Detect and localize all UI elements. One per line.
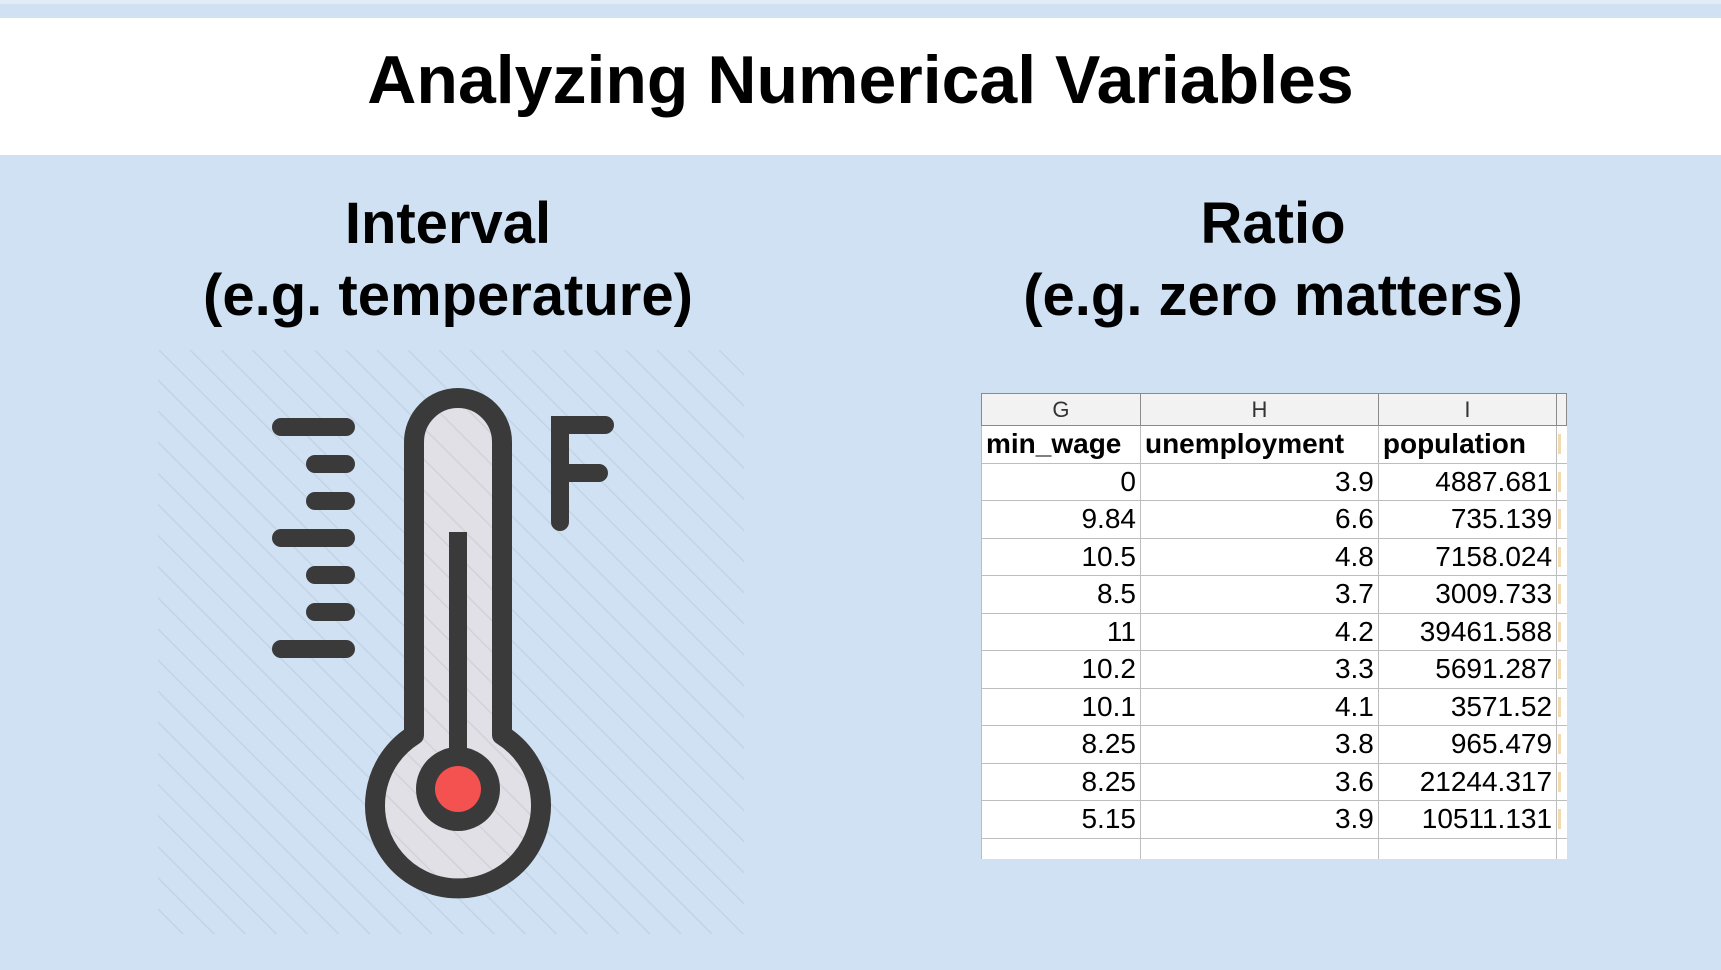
edge-cell bbox=[1556, 537, 1567, 576]
cell-population[interactable]: 965.479 bbox=[1377, 725, 1558, 764]
table-row: 10.5 4.8 7158.024 bbox=[981, 537, 1567, 576]
empty-cell bbox=[981, 837, 1141, 859]
edge-cell bbox=[1556, 800, 1567, 839]
cell-population[interactable]: 7158.024 bbox=[1377, 537, 1558, 576]
edge-cell bbox=[1556, 725, 1567, 764]
interval-subtitle: (e.g. temperature) bbox=[203, 263, 693, 328]
cell-min-wage[interactable]: 11 bbox=[981, 612, 1141, 651]
edge-cell bbox=[1556, 462, 1567, 501]
table-row: 11 4.2 39461.588 bbox=[981, 612, 1567, 651]
cell-min-wage[interactable]: 10.5 bbox=[981, 537, 1141, 576]
table-row: 9.84 6.6 735.139 bbox=[981, 500, 1567, 539]
edge-cell bbox=[1556, 575, 1567, 614]
header-min-wage[interactable]: min_wage bbox=[981, 425, 1141, 464]
cell-population[interactable]: 39461.588 bbox=[1377, 612, 1558, 651]
edge-cell bbox=[1556, 762, 1567, 801]
empty-cell bbox=[1556, 837, 1567, 859]
empty-cell bbox=[1139, 837, 1379, 859]
table-row: 10.1 4.1 3571.52 bbox=[981, 687, 1567, 726]
cell-unemployment[interactable]: 4.2 bbox=[1139, 612, 1379, 651]
top-strip bbox=[0, 0, 1721, 4]
edge-cell bbox=[1556, 425, 1567, 464]
ratio-subtitle: (e.g. zero matters) bbox=[1023, 263, 1523, 328]
thermometer-illustration bbox=[158, 350, 744, 934]
column-letter-i[interactable]: I bbox=[1377, 393, 1558, 426]
cell-unemployment[interactable]: 3.9 bbox=[1139, 462, 1379, 501]
header-population[interactable]: population bbox=[1377, 425, 1558, 464]
data-table: G H I min_wage unemployment population 0… bbox=[981, 393, 1567, 859]
cell-min-wage[interactable]: 9.84 bbox=[981, 500, 1141, 539]
table-row: 0 3.9 4887.681 bbox=[981, 462, 1567, 501]
interval-title: Interval bbox=[344, 191, 552, 256]
cell-unemployment[interactable]: 4.8 bbox=[1139, 537, 1379, 576]
cell-population[interactable]: 3009.733 bbox=[1377, 575, 1558, 614]
spreadsheet-excerpt: G H I min_wage unemployment population 0… bbox=[981, 393, 1567, 859]
cell-population[interactable]: 21244.317 bbox=[1377, 762, 1558, 801]
cell-min-wage[interactable]: 5.15 bbox=[981, 800, 1141, 839]
cell-min-wage[interactable]: 8.25 bbox=[981, 762, 1141, 801]
cell-population[interactable]: 735.139 bbox=[1377, 500, 1558, 539]
column-letter-row: G H I bbox=[981, 393, 1567, 426]
slide-title: Analyzing Numerical Variables bbox=[367, 42, 1354, 118]
cell-population[interactable]: 3571.52 bbox=[1377, 687, 1558, 726]
table-row: 8.25 3.8 965.479 bbox=[981, 725, 1567, 764]
header-row: min_wage unemployment population bbox=[981, 425, 1567, 464]
thermometer-fahrenheit-icon bbox=[158, 350, 744, 934]
cell-unemployment[interactable]: 3.7 bbox=[1139, 575, 1379, 614]
cell-unemployment[interactable]: 3.3 bbox=[1139, 650, 1379, 689]
cell-population[interactable]: 4887.681 bbox=[1377, 462, 1558, 501]
edge-cell bbox=[1556, 612, 1567, 651]
cell-unemployment[interactable]: 4.1 bbox=[1139, 687, 1379, 726]
cell-unemployment[interactable]: 6.6 bbox=[1139, 500, 1379, 539]
ratio-title: Ratio bbox=[1200, 191, 1346, 256]
cell-min-wage[interactable]: 8.25 bbox=[981, 725, 1141, 764]
table-row: 8.5 3.7 3009.733 bbox=[981, 575, 1567, 614]
fahrenheit-letter-icon bbox=[551, 416, 614, 531]
edge-cell bbox=[1556, 650, 1567, 689]
column-letter-next bbox=[1556, 393, 1567, 426]
cell-population[interactable]: 10511.131 bbox=[1377, 800, 1558, 839]
cell-unemployment[interactable]: 3.9 bbox=[1139, 800, 1379, 839]
table-row-partial bbox=[981, 837, 1567, 859]
table-row: 8.25 3.6 21244.317 bbox=[981, 762, 1567, 801]
cell-unemployment[interactable]: 3.8 bbox=[1139, 725, 1379, 764]
thermometer-outline bbox=[365, 388, 551, 899]
cell-min-wage[interactable]: 10.2 bbox=[981, 650, 1141, 689]
column-letter-g[interactable]: G bbox=[981, 393, 1141, 426]
cell-min-wage[interactable]: 10.1 bbox=[981, 687, 1141, 726]
column-letter-h[interactable]: H bbox=[1139, 393, 1379, 426]
table-row: 5.15 3.9 10511.131 bbox=[981, 800, 1567, 839]
edge-cell bbox=[1556, 500, 1567, 539]
cell-min-wage[interactable]: 0 bbox=[981, 462, 1141, 501]
table-row: 10.2 3.3 5691.287 bbox=[981, 650, 1567, 689]
cell-unemployment[interactable]: 3.6 bbox=[1139, 762, 1379, 801]
title-bar bbox=[0, 4, 1721, 155]
interval-heading: Interval (e.g. temperature) bbox=[148, 188, 748, 332]
header-unemployment[interactable]: unemployment bbox=[1139, 425, 1379, 464]
cell-population[interactable]: 5691.287 bbox=[1377, 650, 1558, 689]
cell-min-wage[interactable]: 8.5 bbox=[981, 575, 1141, 614]
scale-ticks bbox=[272, 418, 355, 658]
bulb-icon bbox=[435, 766, 481, 812]
ratio-heading: Ratio (e.g. zero matters) bbox=[973, 188, 1573, 332]
empty-cell bbox=[1377, 837, 1558, 859]
edge-cell bbox=[1556, 687, 1567, 726]
